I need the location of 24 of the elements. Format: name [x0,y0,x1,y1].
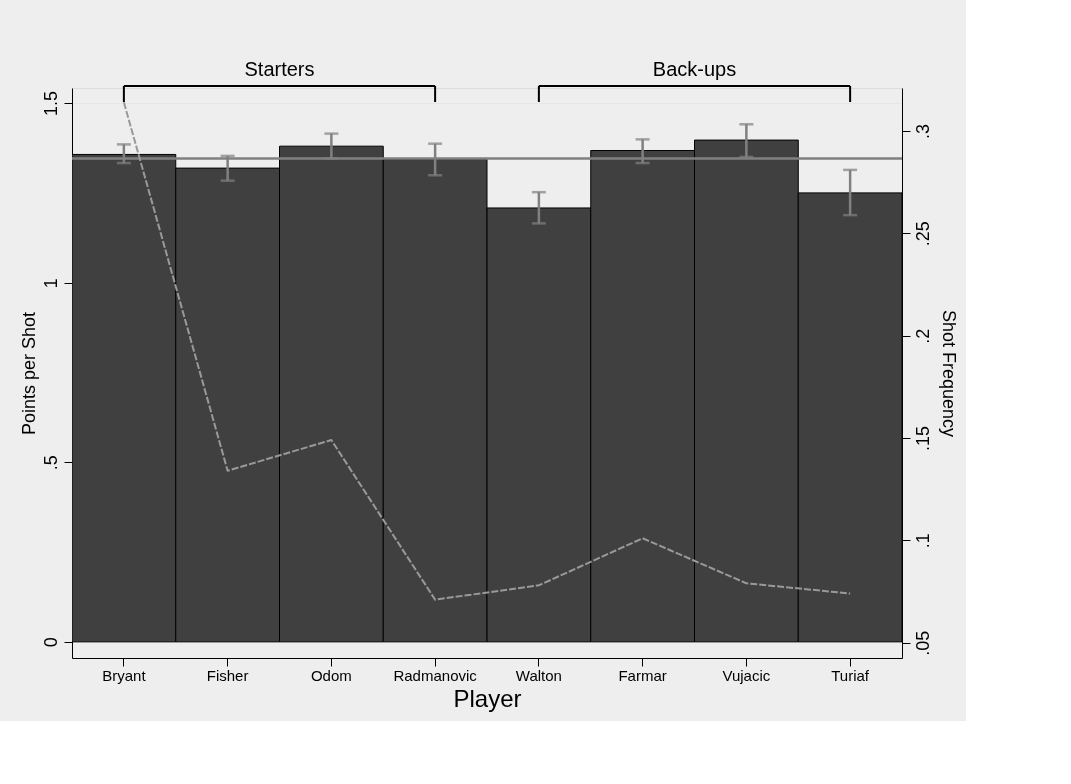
x-tick-label: Farmar [618,666,667,684]
text: Starters [244,58,315,80]
x-tick-label: Radmanovic [393,666,478,684]
text: Back-ups [652,58,737,80]
y-tick-label: 1 [40,278,61,289]
y2-axis-title: Shot Frequency [938,309,959,438]
y-tick-label: 0 [40,637,61,648]
line-series [122,101,852,601]
y2-tick-label: .25 [912,221,933,247]
y-axis-title: Points per Shot [18,311,39,436]
x-tick-label: Fisher [206,666,249,684]
x-tick-label: Bryant [102,666,147,684]
y2-tick-label: .15 [912,425,933,451]
x-tick-label: Odom [310,666,352,684]
x-axis-title: Player [453,684,522,712]
y2-tick-label: .2 [912,328,933,344]
y2-tick-label: .05 [912,630,933,656]
x-tick-label: Walton [515,666,562,684]
y-tick-label: 1.5 [40,91,61,117]
y2-tick-label: .1 [912,533,933,549]
y-tick-label: .5 [40,455,61,471]
y2-tick-label: .3 [912,123,933,139]
x-tick-label: Vujacic [722,666,771,684]
x-tick-label: Turiaf [831,666,870,684]
